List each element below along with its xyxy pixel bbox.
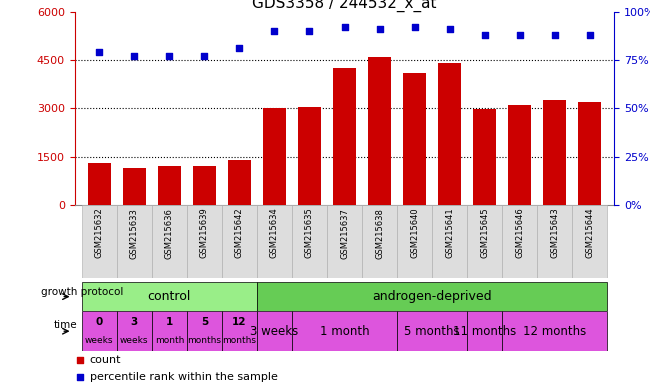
Point bbox=[480, 32, 490, 38]
FancyBboxPatch shape bbox=[117, 311, 152, 351]
Text: 12 months: 12 months bbox=[523, 325, 586, 338]
FancyBboxPatch shape bbox=[82, 311, 117, 351]
Text: GSM215642: GSM215642 bbox=[235, 208, 244, 258]
Text: growth protocol: growth protocol bbox=[41, 287, 124, 297]
Point bbox=[269, 28, 280, 34]
Bar bbox=[158, 166, 181, 205]
Text: GSM215643: GSM215643 bbox=[550, 208, 559, 258]
FancyBboxPatch shape bbox=[152, 205, 187, 278]
FancyBboxPatch shape bbox=[502, 205, 537, 278]
FancyBboxPatch shape bbox=[502, 311, 607, 351]
Text: months: months bbox=[187, 336, 222, 344]
Point bbox=[304, 28, 315, 34]
Text: month: month bbox=[155, 336, 184, 344]
FancyBboxPatch shape bbox=[292, 205, 327, 278]
Text: weeks: weeks bbox=[85, 336, 114, 344]
Text: 3 weeks: 3 weeks bbox=[250, 325, 298, 338]
Text: GSM215640: GSM215640 bbox=[410, 208, 419, 258]
Text: 0: 0 bbox=[96, 317, 103, 327]
Text: 5 months: 5 months bbox=[404, 325, 460, 338]
FancyBboxPatch shape bbox=[467, 311, 502, 351]
Bar bbox=[193, 166, 216, 205]
FancyBboxPatch shape bbox=[257, 311, 292, 351]
Point bbox=[388, 151, 398, 157]
Point bbox=[129, 53, 140, 59]
Point bbox=[234, 45, 244, 51]
Bar bbox=[403, 73, 426, 205]
Bar bbox=[473, 109, 496, 205]
Text: 1 month: 1 month bbox=[320, 325, 369, 338]
FancyBboxPatch shape bbox=[432, 205, 467, 278]
FancyBboxPatch shape bbox=[397, 205, 432, 278]
Text: GSM215632: GSM215632 bbox=[95, 208, 104, 258]
Text: androgen-deprived: androgen-deprived bbox=[372, 290, 492, 303]
FancyBboxPatch shape bbox=[362, 205, 397, 278]
Text: GSM215641: GSM215641 bbox=[445, 208, 454, 258]
Text: 11 months: 11 months bbox=[453, 325, 516, 338]
FancyBboxPatch shape bbox=[187, 311, 222, 351]
Point bbox=[549, 32, 560, 38]
Point bbox=[199, 53, 209, 59]
Text: percentile rank within the sample: percentile rank within the sample bbox=[90, 372, 278, 382]
Text: GSM215645: GSM215645 bbox=[480, 208, 489, 258]
Bar bbox=[438, 63, 461, 205]
Bar bbox=[543, 100, 566, 205]
Bar bbox=[333, 68, 356, 205]
Text: weeks: weeks bbox=[120, 336, 149, 344]
Text: months: months bbox=[222, 336, 256, 344]
FancyBboxPatch shape bbox=[397, 311, 467, 351]
Point bbox=[388, 300, 398, 306]
Point bbox=[445, 26, 455, 32]
Bar bbox=[88, 164, 110, 205]
Point bbox=[584, 32, 595, 38]
Text: GSM215637: GSM215637 bbox=[340, 208, 349, 258]
Bar bbox=[508, 105, 531, 205]
Title: GDS3358 / 244532_x_at: GDS3358 / 244532_x_at bbox=[252, 0, 437, 12]
FancyBboxPatch shape bbox=[292, 311, 397, 351]
FancyBboxPatch shape bbox=[152, 311, 187, 351]
Text: control: control bbox=[148, 290, 191, 303]
Text: GSM215633: GSM215633 bbox=[130, 208, 139, 258]
Bar bbox=[578, 102, 601, 205]
Text: GSM215644: GSM215644 bbox=[585, 208, 594, 258]
Text: GSM215635: GSM215635 bbox=[305, 208, 314, 258]
Text: GSM215634: GSM215634 bbox=[270, 208, 279, 258]
FancyBboxPatch shape bbox=[82, 205, 117, 278]
Point bbox=[339, 24, 350, 30]
FancyBboxPatch shape bbox=[117, 205, 152, 278]
Text: GSM215639: GSM215639 bbox=[200, 208, 209, 258]
FancyBboxPatch shape bbox=[537, 205, 572, 278]
Bar bbox=[298, 107, 321, 205]
Point bbox=[374, 26, 385, 32]
FancyBboxPatch shape bbox=[187, 205, 222, 278]
Bar bbox=[368, 57, 391, 205]
Text: GSM215646: GSM215646 bbox=[515, 208, 524, 258]
Text: 5: 5 bbox=[201, 317, 208, 327]
Text: time: time bbox=[54, 320, 77, 330]
FancyBboxPatch shape bbox=[222, 311, 257, 351]
FancyBboxPatch shape bbox=[572, 205, 607, 278]
Bar bbox=[123, 168, 146, 205]
Point bbox=[410, 24, 420, 30]
Point bbox=[164, 53, 175, 59]
FancyBboxPatch shape bbox=[467, 205, 502, 278]
FancyBboxPatch shape bbox=[222, 205, 257, 278]
Point bbox=[94, 49, 105, 55]
Text: GSM215636: GSM215636 bbox=[165, 208, 174, 258]
Text: GSM215638: GSM215638 bbox=[375, 208, 384, 258]
FancyBboxPatch shape bbox=[327, 205, 362, 278]
FancyBboxPatch shape bbox=[257, 282, 607, 311]
Bar bbox=[228, 159, 251, 205]
Text: 12: 12 bbox=[232, 317, 246, 327]
Bar bbox=[263, 108, 286, 205]
Text: 3: 3 bbox=[131, 317, 138, 327]
FancyBboxPatch shape bbox=[257, 205, 292, 278]
Text: count: count bbox=[90, 356, 122, 366]
FancyBboxPatch shape bbox=[82, 282, 257, 311]
Point bbox=[514, 32, 525, 38]
Text: 1: 1 bbox=[166, 317, 173, 327]
